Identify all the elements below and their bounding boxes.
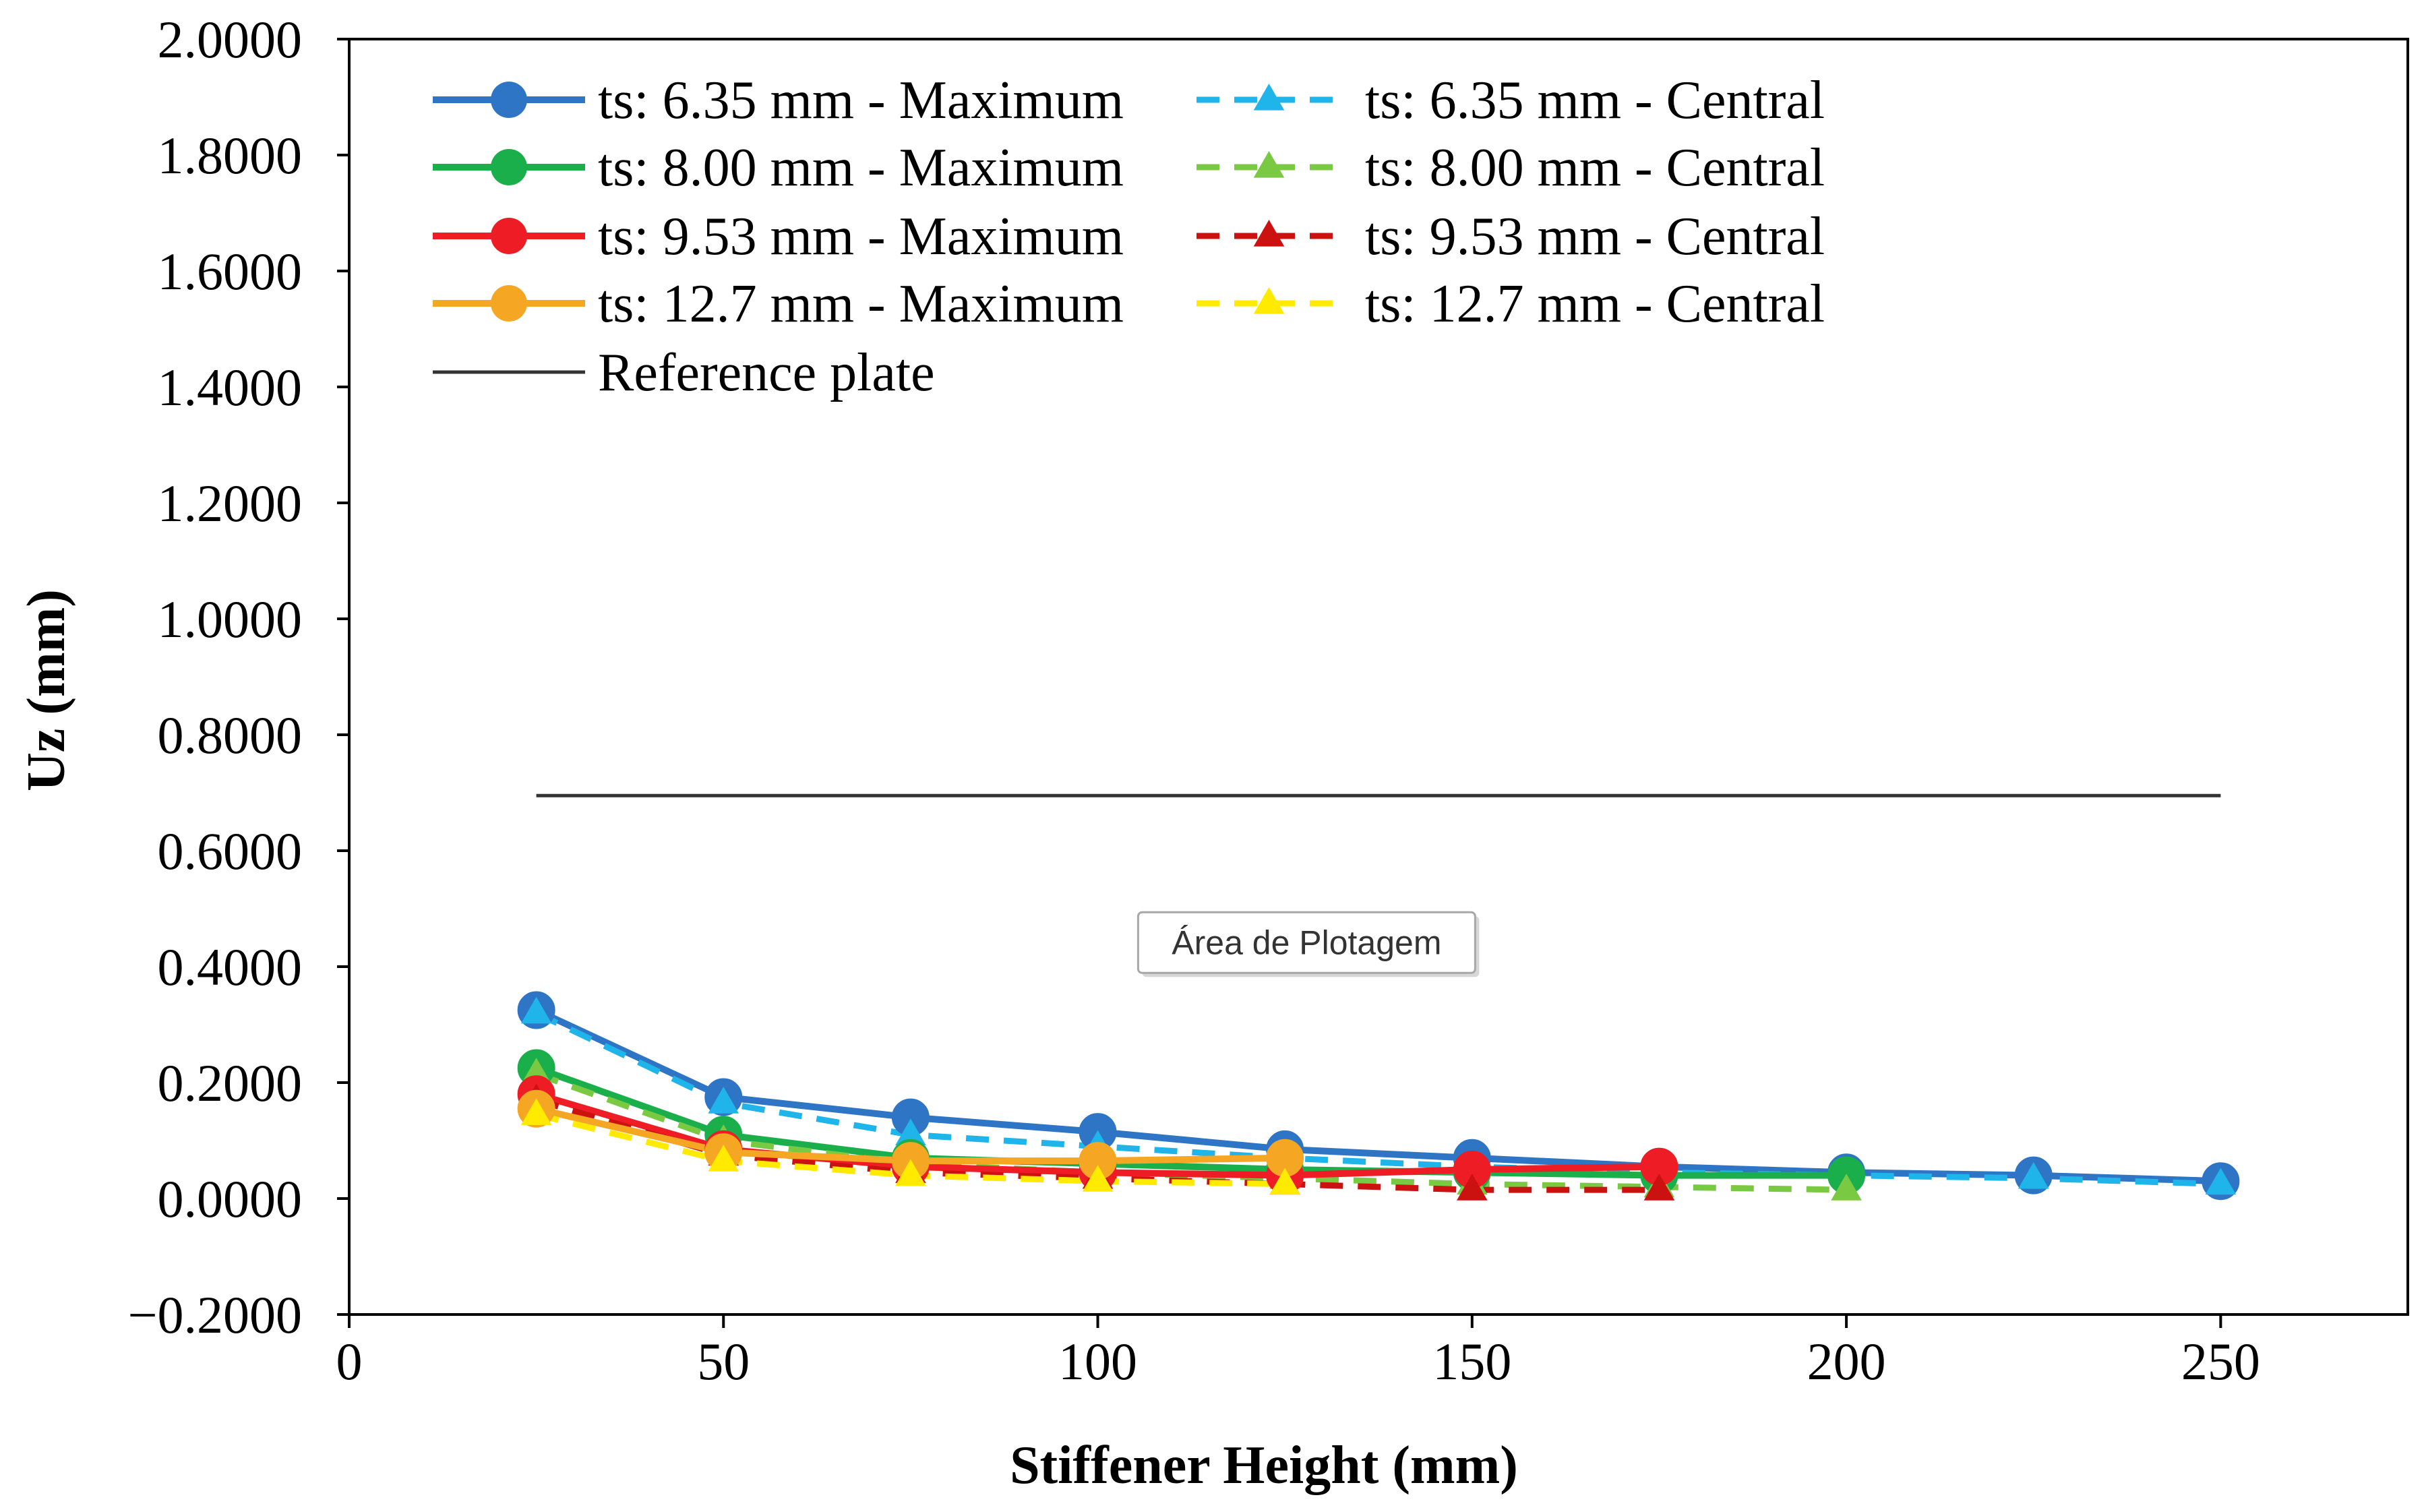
- series-ts-8-00-mm-central-line: [535, 1070, 1847, 1193]
- series-ts-6-35-mm-central-point: [708, 1087, 739, 1114]
- series-ts-9-53-mm-central-point: [1457, 1174, 1488, 1201]
- legend-item-ts-12-7-mm-central: ts: 12.7 mm - Central: [1196, 274, 1825, 334]
- series-ts-6-35-mm-central-line: [535, 1010, 2221, 1187]
- y-tick-label: 0.4000: [158, 938, 303, 996]
- y-tick-label: 0.6000: [158, 822, 303, 880]
- legend-item-ts-6-35-mm-maximum-label: ts: 6.35 mm - Maximum: [598, 71, 1124, 130]
- legend-item-ts-12-7-mm-maximum: ts: 12.7 mm - Maximum: [433, 274, 1124, 334]
- legend-item-ts-6-35-mm-maximum: ts: 6.35 mm - Maximum: [433, 71, 1124, 130]
- legend-item-ts-6-35-mm-central-swatch-marker: [1253, 84, 1285, 111]
- series-ts-12-7-mm-central-point: [520, 1098, 552, 1125]
- y-tick-label: 1.0000: [158, 590, 303, 648]
- legend-item-reference-plate-label: Reference plate: [598, 343, 935, 402]
- legend-item-ts-9-53-mm-maximum-swatch-marker: [491, 218, 527, 254]
- series-ts-12-7-mm-central-point: [1269, 1168, 1300, 1195]
- y-tick-label: 2.0000: [158, 10, 303, 69]
- x-tick-label: 50: [697, 1332, 750, 1391]
- y-tick-label: 1.4000: [158, 358, 303, 417]
- series-ts-6-35-mm-central-point: [520, 996, 552, 1024]
- series-ts-12-7-mm-central-point: [1082, 1165, 1114, 1192]
- series-ts-6-35-mm-central-point: [895, 1118, 926, 1145]
- x-tick-label: 200: [1807, 1332, 1886, 1391]
- y-tick-label: −0.2000: [128, 1286, 303, 1344]
- plot-area-tooltip: Área de Plotagem: [1137, 911, 1480, 977]
- series-ts-12-7-mm-central-point: [708, 1145, 739, 1172]
- legend-item-ts-12-7-mm-central-swatch-marker: [1253, 287, 1285, 314]
- series-ts-9-53-mm-central-point: [1643, 1174, 1675, 1201]
- legend-item-ts-9-53-mm-central: ts: 9.53 mm - Central: [1196, 207, 1825, 266]
- y-tick-label: 1.2000: [158, 474, 303, 533]
- plot-area-frame: [348, 38, 2409, 1316]
- legend-item-ts-9-53-mm-central-label: ts: 9.53 mm - Central: [1365, 207, 1825, 266]
- x-tick-label: 0: [336, 1332, 363, 1391]
- y-tick-label: 1.6000: [158, 242, 303, 301]
- legend-item-ts-9-53-mm-central-swatch-marker: [1253, 220, 1285, 247]
- series-ts-6-35-mm-central-point: [2205, 1168, 2237, 1195]
- y-tick-label: 0.0000: [158, 1170, 303, 1228]
- legend-item-ts-9-53-mm-maximum-label: ts: 9.53 mm - Maximum: [598, 207, 1124, 266]
- plot-area-tooltip-label: Área de Plotagem: [1172, 924, 1441, 961]
- legend-item-ts-12-7-mm-maximum-swatch-marker: [491, 285, 527, 322]
- legend-item-ts-12-7-mm-central-label: ts: 12.7 mm - Central: [1365, 274, 1825, 334]
- y-tick-label: 1.8000: [158, 126, 303, 185]
- plot-area-tooltip-box: [1137, 911, 1476, 974]
- legend-item-ts-9-53-mm-maximum: ts: 9.53 mm - Maximum: [433, 207, 1124, 266]
- legend-item-ts-6-35-mm-central: ts: 6.35 mm - Central: [1196, 71, 1825, 130]
- y-tick-label: 0.2000: [158, 1054, 303, 1112]
- legend-item-ts-6-35-mm-central-label: ts: 6.35 mm - Central: [1365, 71, 1825, 130]
- series-ts-8-00-mm-central-point: [1831, 1174, 1862, 1201]
- legend-item-ts-8-00-mm-central: ts: 8.00 mm - Central: [1196, 138, 1825, 198]
- legend-item-ts-8-00-mm-maximum-label: ts: 8.00 mm - Maximum: [598, 138, 1124, 198]
- series-ts-6-35-mm-maximum-line: [533, 1006, 2224, 1185]
- x-tick-label: 150: [1432, 1332, 1511, 1391]
- y-tick-label: 0.8000: [158, 706, 303, 764]
- legend-item-ts-12-7-mm-maximum-label: ts: 12.7 mm - Maximum: [598, 274, 1124, 334]
- series-ts-6-35-mm-central-point: [2018, 1161, 2049, 1189]
- x-tick-label: 250: [2181, 1332, 2260, 1391]
- legend-item-ts-8-00-mm-maximum: ts: 8.00 mm - Maximum: [433, 138, 1124, 198]
- y-axis-title: Uz (mm): [17, 589, 76, 791]
- legend-item-reference-plate: Reference plate: [433, 343, 935, 402]
- legend-item-ts-6-35-mm-maximum-swatch-marker: [491, 82, 527, 118]
- series-ts-12-7-mm-central-point: [895, 1159, 926, 1186]
- x-tick-label: 100: [1058, 1332, 1137, 1391]
- legend-item-ts-8-00-mm-central-label: ts: 8.00 mm - Central: [1365, 138, 1825, 198]
- legend-item-ts-8-00-mm-maximum-swatch-marker: [491, 149, 527, 185]
- x-axis-title: Stiffener Height (mm): [1010, 1436, 1518, 1495]
- legend-item-ts-8-00-mm-central-swatch-marker: [1253, 151, 1285, 178]
- series-ts-8-00-mm-maximum-line: [533, 1064, 1850, 1179]
